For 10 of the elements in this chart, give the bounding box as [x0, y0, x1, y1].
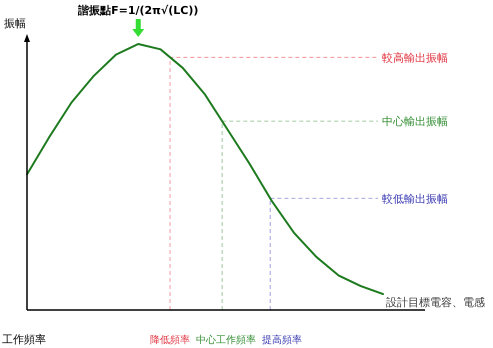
- y-axis-title: 振幅: [4, 17, 26, 30]
- ref-line-label: 較高輸出振幅: [382, 51, 448, 64]
- ref-line-label: 較低輸出振幅: [382, 192, 448, 206]
- text: 降低頻率: [150, 334, 190, 346]
- text: 中心工作頻率: [196, 334, 256, 346]
- text: 提高頻率: [262, 334, 302, 346]
- text: 諧振點F=1/(2π√(LC)): [77, 4, 198, 17]
- annotation: 設計目標電容、電感: [386, 296, 485, 310]
- x-axis-title: 工作頻率: [2, 333, 46, 346]
- ref-line-label: 中心輸出振幅: [382, 115, 448, 128]
